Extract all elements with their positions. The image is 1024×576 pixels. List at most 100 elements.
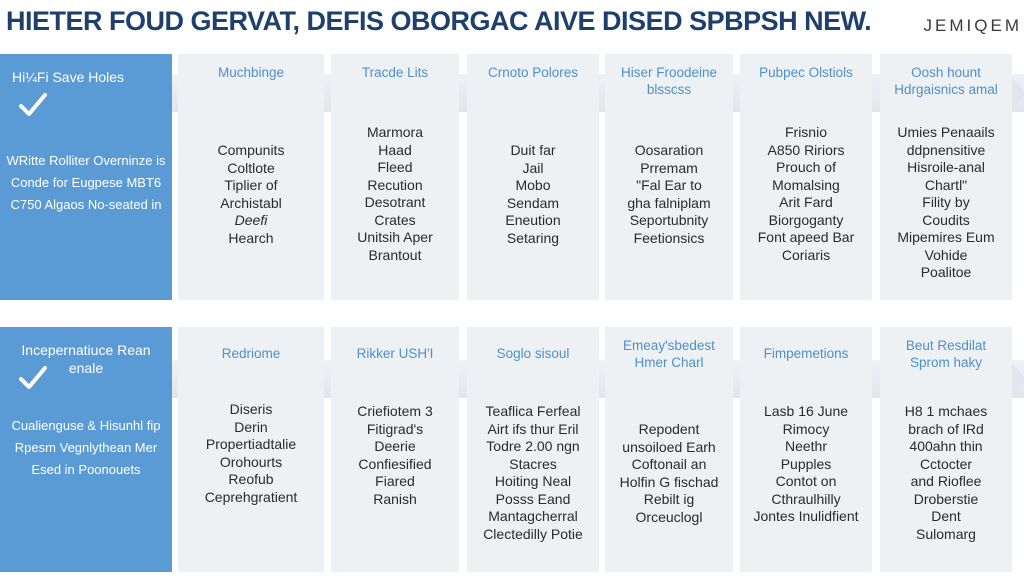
comparison-row: Hi¼Fi Save Holes WRitte Rolliter Overnin… [0,54,1024,300]
text-line: Vegnlythean Mer [59,440,158,455]
column-body: Diseris Derin Propertiadtalie Orohourts … [178,401,324,506]
text-line: Oosaration [634,142,704,158]
text-line: Cthraulhilly [771,490,841,507]
text-line: Arit Fard [779,194,833,210]
text-line: Recution [367,176,423,193]
column-cell: Soglo sisoul Teaflica Ferfeal Airt ifs t… [467,327,599,572]
column-heading: Rikker USH'I [356,346,434,361]
text-line: Mobo [515,177,551,193]
text-line: and Rioflee [910,473,982,489]
text-line: Chartl" [924,176,968,193]
text-line: Eneution [505,212,561,228]
column-body: Compunits Coltlote Tiplier of Archistabl… [178,142,324,247]
column-body: Umies Penaails ddpnensitive Hisroile-ana… [880,124,1012,282]
text-line: Marmora [366,124,423,140]
column-cell: Fimpemetions Lasb 16 June Rimocy Neethr … [740,327,872,572]
checkmark-icon [19,93,47,116]
column-heading: Beut Resdilat Sprom haky [905,338,987,370]
column-cell: Crnoto Polores Duit far Jail Mobo Sendam… [467,54,599,300]
text-line: Mipemires Eum [897,229,995,245]
text-line: brach of lRd [908,420,984,437]
text-line: Sulomarg [916,525,976,542]
text-line: Momalsing [772,176,840,193]
column-heading: Tracde Lits [361,65,429,80]
text-line: Droberstie [913,490,979,507]
text-line: Feetionsics [633,229,705,246]
text-line: Teaflica Ferfeal [485,403,581,419]
text-line: WRitte Rolliter [6,153,90,168]
text-line: Coudits [922,211,970,228]
column-cell: Oosh hount Hdrgaisnics amal Umies Penaail… [880,54,1012,300]
text-line: Deefi [234,212,268,228]
text-line: Hoiting Neal [494,473,572,489]
text-line: Font apeed Bar [757,229,855,245]
column-body: Duit far Jail Mobo Sendam Eneution Setar… [467,142,599,247]
text-line: "Fal Ear to [636,177,702,193]
column-body: Oosaration Prremam "Fal Ear to gha falni… [605,142,733,247]
row-lead-heading: Hi¼Fi Save Holes [12,69,125,85]
column-heading: Crnoto Polores [487,65,579,80]
text-line: Diseris [229,401,273,417]
row-lead-panel: Hi¼Fi Save Holes WRitte Rolliter Overnin… [0,54,172,300]
text-line: Haad [378,141,412,158]
column-heading: Oosh hount Hdrgaisnics amal [894,65,998,97]
text-line: Reofub [228,471,274,487]
column-body: Teaflica Ferfeal Airt ifs thur Eril Todr… [467,403,599,543]
text-line: Biorgoganty [768,211,844,228]
text-line: Jontes Inulidfient [753,508,859,524]
column-heading: Emeay'sbedest Hmer Charl [623,338,715,370]
text-line: Mantagcherral [488,508,578,524]
text-line: Ranish [373,490,417,507]
text-line: Archistabl [220,194,282,211]
column-heading: Fimpemetions [763,346,849,361]
row-lead-text: WRitte Rolliter Overninze is Conde for E… [0,150,172,216]
column-heading: Redriome [221,346,281,361]
text-line: H8 1 mchaes [904,403,988,419]
text-line: Esed in Poonouets [31,462,141,477]
text-line: Derin [234,418,268,435]
text-line: Orceuclogl [635,508,703,525]
text-line: Coftonail an [631,456,707,472]
text-line: Tiplier of [224,177,278,193]
text-line: Hisroile-anal [907,159,985,175]
text-line: Contot on [775,473,837,489]
text-line: Cctocter [919,455,973,472]
brand-logo: JEMIQEM [923,16,1022,35]
text-line: Algaos No-seated in [44,197,162,212]
text-line: Desotrant [364,194,426,210]
column-body: Marmora Haad Fleed Recution Desotrant Cr… [331,124,459,264]
text-line: Posss Eand [495,490,571,507]
text-line: Compunits [217,142,285,158]
page-title: HIETER FOUD GERVAT, DEFIS OBORGAC AIVE D… [6,6,872,36]
text-line: Frisnio [784,124,827,140]
text-line: Holfin G fischad [619,473,719,490]
column-heading: Muchbinge [217,65,285,80]
checkmark-icon [19,366,47,389]
row-lead-heading: Incepernatiuce Rean enale [21,342,151,376]
text-line: Confiesified [358,455,432,472]
text-line: Coltlote [227,159,275,176]
text-line: Rebilt ig [643,491,695,507]
text-line: Todre 2.00 ngn [486,438,580,454]
text-line: Fiared [375,473,415,489]
column-cell: Rikker USH'I Criefiotem 3 Fitigrad's Dee… [331,327,459,572]
text-line: Repodent [638,421,700,437]
row-lead-text: Cualienguse & Hisunhl fip Rpesm Vegnlyth… [0,415,172,481]
text-line: Overninze is Conde for [10,153,166,190]
text-line: A850 Ririors [767,141,845,158]
text-line: ddpnensitive [906,141,986,158]
text-line: Vohide [924,246,968,263]
text-line: Criefiotem 3 [357,403,433,419]
text-line: Jail [522,159,544,176]
column-heading: Pubpec Olstiols [759,65,853,80]
text-line: Seportubnity [629,212,709,228]
text-line: Orohourts [219,453,283,470]
text-line: Lasb 16 June [763,403,849,419]
row-lead-panel: Incepernatiuce Rean enale Cualienguse & … [0,327,172,572]
column-body: Lasb 16 June Rimocy Neethr Pupples Conto… [740,403,872,526]
text-line: Dent [931,508,961,524]
text-line: Duit far [510,142,556,158]
text-line: Unitsih Aper [357,229,433,245]
column-cell: Beut Resdilat Sprom haky H8 1 mchaes brac… [880,327,1012,572]
text-line: Brantout [368,246,422,263]
